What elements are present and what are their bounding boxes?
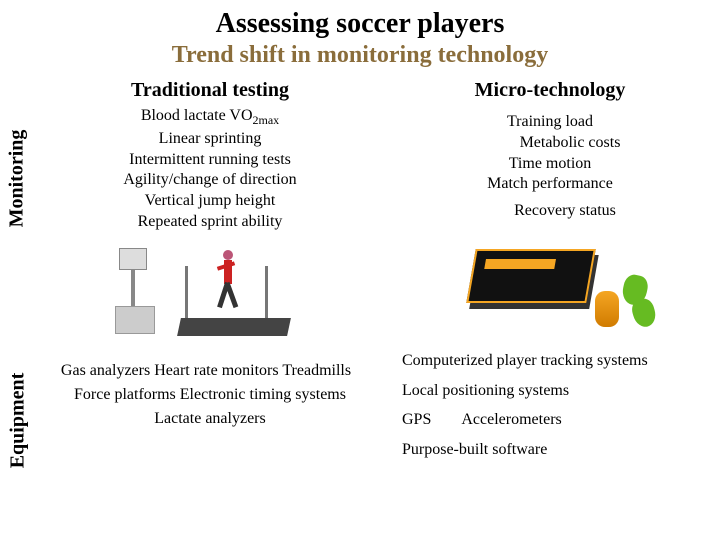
- trad-mon-l6: Repeated sprint ability: [50, 212, 370, 233]
- trad-mon-l1a: Blood lactate VO: [141, 107, 253, 124]
- page-title: Assessing soccer players: [0, 0, 720, 40]
- micro-equipment-list: Computerized player tracking systems Loc…: [390, 348, 710, 462]
- micro-mon-l4: Match performance: [390, 174, 710, 195]
- trad-eq-l5: Lactate analyzers: [154, 410, 265, 427]
- micro-mon-l2: Metabolic costs: [390, 133, 710, 154]
- trad-eq-l4: Electronic timing systems: [180, 386, 346, 403]
- micro-eq-l3b: Accelerometers: [461, 407, 561, 433]
- trad-eq-l3b: Force platforms: [74, 386, 176, 403]
- left-rail: Monitoring Equipment: [0, 79, 40, 539]
- trad-mon-line1: Blood lactate VO2max: [50, 106, 370, 129]
- trad-mon-l2: Linear sprinting: [50, 129, 370, 150]
- micro-mon-l5: Recovery status: [390, 195, 710, 222]
- rail-label-equipment: Equipment: [6, 373, 29, 469]
- header-traditional: Traditional testing: [50, 79, 370, 102]
- micro-eq-l4: Purpose-built software: [402, 437, 710, 463]
- micro-mon-l3: Time motion: [390, 154, 710, 175]
- traditional-equipment-list: Gas analyzers Heart rate monitors Treadm…: [50, 359, 370, 431]
- content-area: Monitoring Equipment Traditional testing…: [0, 79, 720, 539]
- micro-mon-l1: Training load: [390, 112, 710, 133]
- micro-eq-l3: GPS Accelerometers: [402, 407, 710, 433]
- trad-mon-l1-sub: 2max: [253, 113, 280, 127]
- traditional-monitoring-list: Blood lactate VO2max Linear sprinting In…: [50, 106, 370, 233]
- micro-eq-l3a: GPS: [402, 407, 431, 433]
- micro-eq-l1: Computerized player tracking systems: [402, 348, 710, 374]
- header-micro: Micro-technology: [390, 79, 710, 102]
- gps-device-icon: [445, 233, 655, 333]
- trad-mon-l4: Agility/change of direction: [50, 170, 370, 191]
- treadmill-image: [50, 239, 370, 349]
- columns: Traditional testing Blood lactate VO2max…: [40, 79, 720, 539]
- trad-eq-l3a: Treadmills: [282, 362, 351, 379]
- col-micro: Micro-technology Training load Metabolic…: [380, 79, 720, 539]
- trad-eq-l2: Heart rate monitors: [154, 362, 278, 379]
- device-image: [390, 228, 710, 338]
- rail-label-monitoring: Monitoring: [5, 130, 28, 228]
- col-traditional: Traditional testing Blood lactate VO2max…: [40, 79, 380, 539]
- micro-monitoring-list: Training load Metabolic costs Time motio…: [390, 106, 710, 222]
- page-subtitle: Trend shift in monitoring technology: [0, 40, 720, 79]
- micro-eq-l2: Local positioning systems: [402, 378, 710, 404]
- trad-mon-l3: Intermittent running tests: [50, 150, 370, 171]
- trad-eq-l1: Gas analyzers: [61, 362, 150, 379]
- trad-mon-l5: Vertical jump height: [50, 191, 370, 212]
- treadmill-icon: [115, 244, 305, 344]
